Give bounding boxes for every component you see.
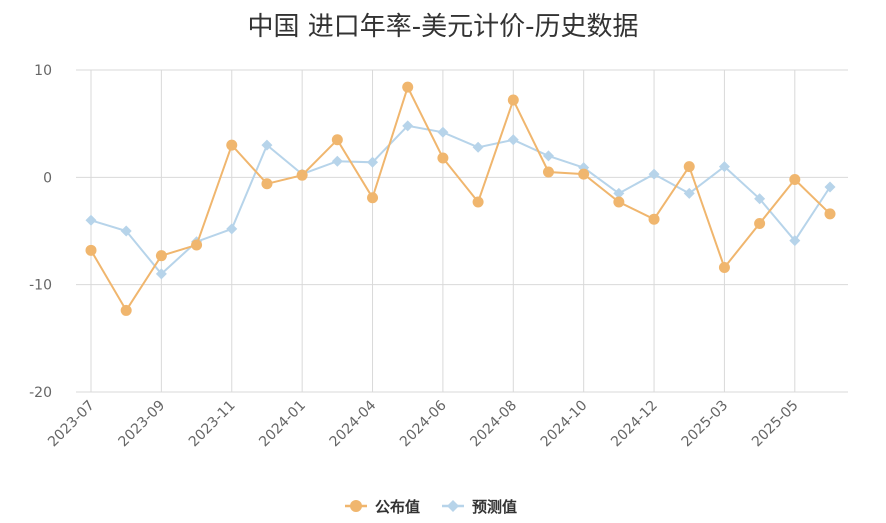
x-tick-label: 2024-01 [256, 398, 309, 451]
data-point [507, 94, 519, 106]
data-point [331, 134, 343, 146]
data-point [155, 268, 167, 280]
data-point [402, 81, 414, 93]
data-point [120, 225, 132, 237]
data-point [648, 168, 660, 180]
x-tick-label: 2024-08 [467, 398, 520, 451]
data-point [507, 134, 519, 146]
series-line [90, 84, 831, 313]
x-tick-label: 2025-03 [679, 398, 732, 451]
data-point [367, 156, 379, 168]
data-point [261, 178, 273, 190]
data-point [683, 161, 695, 173]
data-point [472, 196, 484, 208]
data-point [191, 239, 203, 251]
data-point [754, 193, 766, 205]
x-tick-label: 2024-06 [397, 397, 450, 450]
data-point [542, 166, 554, 178]
x-tick-label: 2024-10 [538, 398, 591, 451]
y-tick-label: -10 [29, 278, 52, 294]
y-tick-label: -20 [29, 385, 52, 401]
data-point [789, 173, 801, 185]
y-tick-label: 10 [34, 63, 52, 79]
data-point [613, 196, 625, 208]
data-point [402, 120, 414, 132]
legend-marker [350, 500, 362, 512]
data-point [754, 217, 766, 229]
data-point [718, 161, 730, 173]
data-point [296, 169, 308, 181]
legend: 公布值 预测值 [345, 498, 517, 516]
data-point [824, 181, 836, 193]
x-tick-label: 2023-07 [45, 398, 98, 451]
legend-marker [447, 500, 459, 512]
data-point [578, 168, 590, 180]
data-point [683, 187, 695, 199]
x-tick-label: 2023-11 [186, 398, 239, 451]
data-point [155, 250, 167, 262]
x-tick-label: 2024-12 [608, 398, 661, 451]
legend-label: 公布值 [375, 498, 420, 516]
data-point [331, 155, 343, 167]
series-预测值 [85, 120, 836, 280]
chart-title: 中国 进口年率-美元计价-历史数据 [247, 12, 639, 42]
data-point [120, 304, 132, 316]
data-point [613, 187, 625, 199]
data-point [789, 235, 801, 247]
series-line [90, 124, 831, 276]
legend-item: 公布值 [345, 498, 420, 516]
data-point [648, 213, 660, 225]
data-point [85, 244, 97, 256]
data-point [542, 150, 554, 162]
y-tick-label: 0 [43, 170, 52, 186]
grid [76, 69, 848, 393]
x-tick-label: 2023-09 [116, 398, 169, 451]
data-point [367, 192, 379, 204]
data-point [824, 208, 836, 220]
legend-label: 预测值 [472, 498, 517, 516]
data-point [261, 139, 273, 151]
data-point [472, 141, 484, 153]
series-公布值 [85, 81, 836, 316]
x-tick-label: 2025-05 [749, 398, 802, 451]
data-point [718, 261, 730, 273]
data-point [226, 139, 238, 151]
x-tick-label: 2024-04 [327, 397, 380, 450]
data-point [85, 214, 97, 226]
legend-item: 预测值 [442, 498, 517, 516]
data-point [437, 126, 449, 138]
data-point [226, 223, 238, 235]
data-point [437, 152, 449, 164]
